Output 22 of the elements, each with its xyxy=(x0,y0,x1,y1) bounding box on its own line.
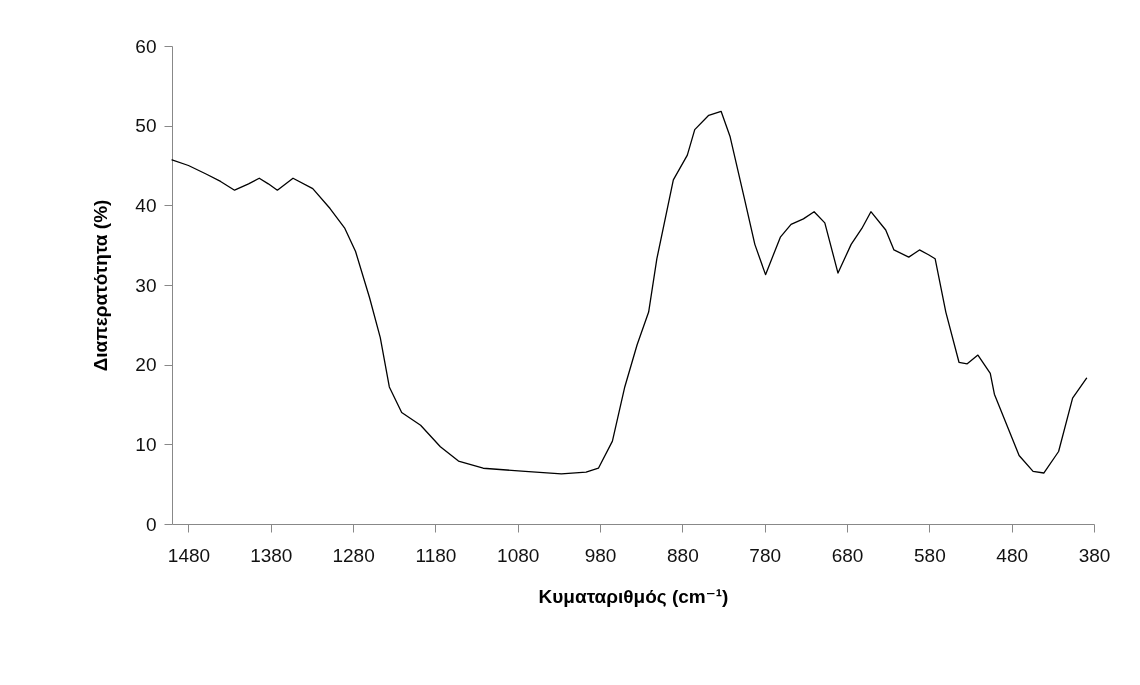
x-tick-label: 980 xyxy=(584,544,617,566)
x-tick-label: 380 xyxy=(1078,544,1111,566)
y-tick-label: 10 xyxy=(135,433,157,455)
x-tick-label: 1080 xyxy=(497,544,540,566)
x-tick-label: 1280 xyxy=(332,544,375,566)
x-tick-label: 580 xyxy=(914,544,946,566)
y-tick-label: 0 xyxy=(145,513,157,535)
x-tick-label: 1180 xyxy=(415,544,457,566)
y-tick-label: 50 xyxy=(135,115,157,137)
x-tick-label: 780 xyxy=(749,544,782,566)
y-tick-label: 60 xyxy=(135,35,157,57)
x-tick-label: 1480 xyxy=(167,544,211,566)
line-series xyxy=(171,110,1088,475)
x-tick-label: 880 xyxy=(667,544,699,566)
y-tick-label: 40 xyxy=(135,194,157,216)
y-tick-label: 20 xyxy=(135,354,157,376)
y-tick-label: 30 xyxy=(135,274,157,296)
x-tick-label: 480 xyxy=(996,544,1029,566)
x-tick-label: 680 xyxy=(831,544,864,566)
x-axis-title: Κυματαριθμός (cm⁻¹) xyxy=(538,585,729,607)
y-axis-title: Διαπερατότητα (%) xyxy=(90,199,112,372)
x-tick-label: 1380 xyxy=(250,544,293,566)
